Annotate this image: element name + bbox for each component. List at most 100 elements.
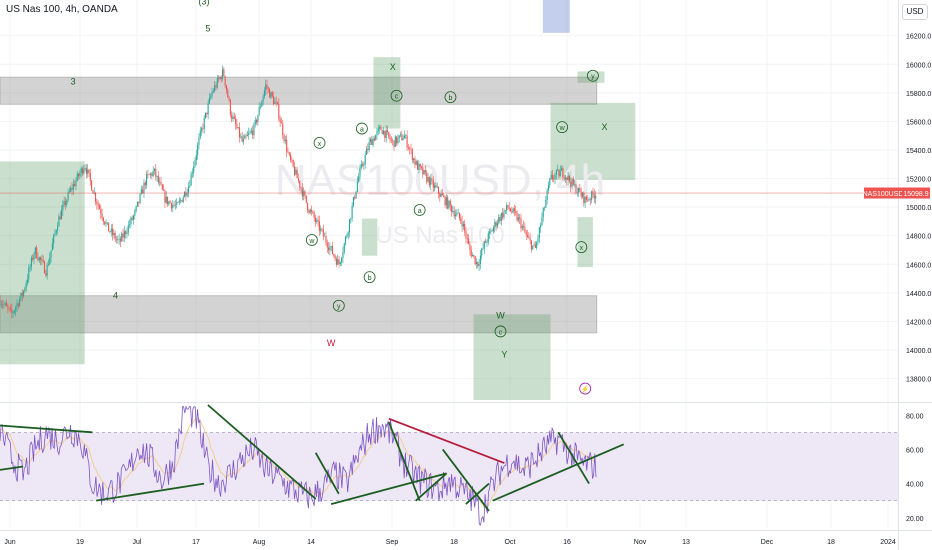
candle-body — [38, 257, 40, 261]
candle-body — [37, 257, 39, 261]
candle-body — [376, 131, 378, 136]
time-tick-label: Jun — [4, 539, 15, 546]
rsi-trendline — [415, 472, 448, 502]
candle-body — [481, 248, 483, 256]
candle-body — [478, 263, 480, 267]
candle-body — [224, 75, 226, 86]
rsi-trendline — [388, 421, 421, 501]
candle-body — [280, 122, 282, 124]
candle-body — [308, 210, 310, 213]
candle-body — [273, 96, 275, 105]
candle-body — [502, 213, 504, 218]
candle-body — [252, 130, 254, 136]
candle-body — [194, 159, 196, 167]
candle-body — [486, 242, 488, 243]
green-zone — [550, 102, 636, 180]
candle-body — [435, 185, 437, 188]
candle-body — [207, 103, 209, 115]
candles-layer — [0, 65, 597, 319]
candle-body — [451, 205, 453, 212]
candle-body — [571, 178, 573, 187]
time-tick-label: 13 — [682, 539, 690, 546]
candle-body — [377, 128, 379, 132]
candle-body — [489, 231, 491, 234]
candle-body — [471, 255, 474, 257]
candle-body — [523, 225, 525, 227]
price-tag: NAS100USD 15098.9 — [863, 187, 930, 199]
candle-body — [290, 154, 292, 160]
candle-body — [466, 238, 468, 240]
candle-body — [559, 170, 561, 177]
candle-body — [198, 137, 200, 145]
candle-body — [529, 238, 531, 241]
candle-body — [414, 158, 416, 165]
candle-body — [51, 243, 53, 251]
currency-button[interactable]: USD — [902, 4, 928, 20]
candle-body — [100, 209, 102, 214]
candle-body — [125, 231, 127, 235]
candle-body — [322, 229, 324, 237]
candle-body — [534, 244, 536, 248]
candle-body — [92, 190, 94, 194]
candle-body — [182, 197, 184, 202]
candle-body — [490, 230, 492, 232]
candle-body — [80, 168, 82, 174]
green-zone — [361, 218, 378, 256]
candle-body — [168, 201, 170, 205]
candle-body — [79, 173, 81, 177]
candle-body — [464, 223, 466, 232]
candle-body — [59, 216, 61, 220]
candle-body — [563, 176, 565, 179]
candle-body — [515, 211, 517, 214]
candle-body — [543, 207, 546, 209]
candle-body — [110, 228, 112, 233]
candle-body — [248, 133, 250, 135]
candle-body — [447, 197, 449, 209]
candle-body — [118, 238, 120, 240]
candle-body — [575, 183, 577, 194]
rsi-trendline — [465, 482, 490, 505]
candle-body — [333, 253, 335, 256]
candle-body — [352, 197, 354, 207]
time-tick-label: 18 — [450, 539, 458, 546]
candle-body — [343, 243, 345, 252]
candle-body — [20, 292, 22, 300]
candle-body — [313, 212, 315, 219]
candle-body — [279, 118, 281, 123]
candle-body — [346, 235, 348, 238]
candle-body — [218, 78, 220, 80]
candle-body — [45, 273, 47, 276]
candle-body — [254, 119, 256, 124]
candle-body — [231, 114, 233, 120]
candle-body — [564, 177, 567, 179]
rsi-moving-average — [0, 418, 597, 509]
candle-body — [320, 228, 322, 231]
candle-body — [532, 245, 534, 250]
candle-body — [303, 191, 305, 197]
candle-body — [390, 139, 392, 141]
candle-body — [554, 174, 556, 179]
price-tick-label: 15800.0 — [906, 91, 931, 98]
candle-body — [4, 303, 6, 305]
candle-body — [68, 191, 70, 193]
candle-body — [413, 158, 415, 161]
candle-body — [347, 232, 349, 236]
wave-label: 3 — [71, 76, 76, 86]
candle-body — [203, 117, 205, 130]
candle-body — [525, 231, 527, 235]
candle-body — [159, 181, 161, 183]
candle-body — [572, 178, 574, 185]
candle-body — [316, 219, 318, 222]
candle-body — [58, 216, 60, 227]
candle-body — [426, 172, 428, 182]
candle-body — [66, 200, 68, 205]
candle-body — [227, 90, 229, 98]
candle-body — [186, 192, 188, 196]
candle-body — [286, 139, 288, 152]
candle-body — [356, 181, 358, 192]
candle-body — [385, 130, 387, 139]
candle-body — [245, 135, 247, 137]
candle-body — [8, 307, 10, 309]
wave-label-circle — [390, 89, 403, 102]
candle-body — [562, 168, 564, 177]
